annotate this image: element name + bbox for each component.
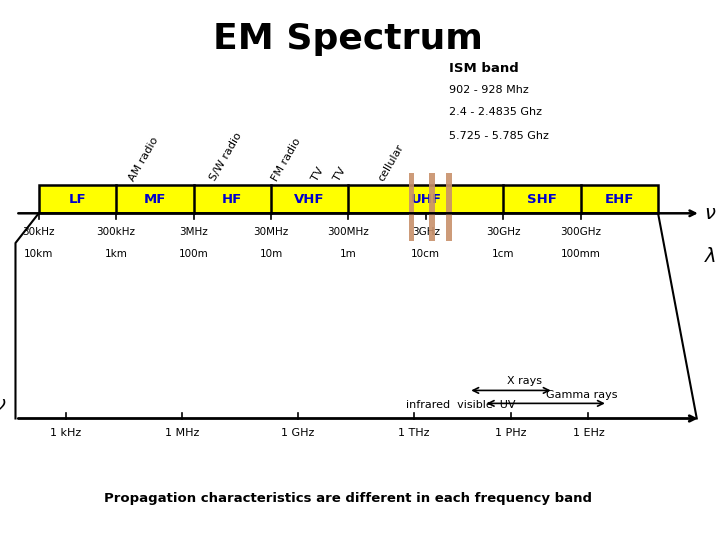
Text: ISM band: ISM band — [449, 62, 519, 75]
Text: Gamma rays: Gamma rays — [546, 389, 617, 400]
Text: 1 PHz: 1 PHz — [495, 428, 527, 438]
Text: SHF: SHF — [527, 193, 557, 206]
Text: 300GHz: 300GHz — [560, 227, 601, 237]
Bar — [410, 173, 415, 241]
Text: 300kHz: 300kHz — [96, 227, 135, 237]
Text: 1m: 1m — [340, 249, 357, 260]
Text: 1 MHz: 1 MHz — [165, 428, 199, 438]
Text: MF: MF — [144, 193, 166, 206]
Text: EHF: EHF — [605, 193, 634, 206]
Text: infrared  visible  UV: infrared visible UV — [407, 400, 516, 410]
Text: AM radio: AM radio — [127, 135, 160, 183]
Text: λ: λ — [704, 247, 716, 266]
Text: 300MHz: 300MHz — [328, 227, 369, 237]
Text: 1 GHz: 1 GHz — [282, 428, 315, 438]
Text: S/W radio: S/W radio — [208, 131, 243, 183]
Text: FM radio: FM radio — [270, 136, 302, 183]
Bar — [39, 185, 658, 213]
Bar — [446, 173, 452, 241]
Text: Propagation characteristics are different in each frequency band: Propagation characteristics are differen… — [104, 492, 593, 505]
Text: 2.4 - 2.4835 Ghz: 2.4 - 2.4835 Ghz — [449, 107, 542, 118]
Text: 3GHz: 3GHz — [412, 227, 440, 237]
Text: 1 kHz: 1 kHz — [50, 428, 81, 438]
Text: 1km: 1km — [104, 249, 127, 260]
Text: 10m: 10m — [259, 249, 282, 260]
Text: 1cm: 1cm — [492, 249, 515, 260]
Text: ν: ν — [704, 204, 716, 223]
Text: 3MHz: 3MHz — [179, 227, 208, 237]
Text: EM Spectrum: EM Spectrum — [213, 22, 483, 56]
Text: TV: TV — [310, 165, 326, 183]
Text: cellular: cellular — [377, 142, 406, 183]
Text: 100mm: 100mm — [561, 249, 600, 260]
Text: 902 - 928 Mhz: 902 - 928 Mhz — [449, 85, 528, 95]
Text: 30MHz: 30MHz — [253, 227, 289, 237]
Text: VHF: VHF — [294, 193, 325, 206]
Text: 30kHz: 30kHz — [22, 227, 55, 237]
Text: 1 THz: 1 THz — [398, 428, 430, 438]
Text: TV: TV — [332, 165, 348, 183]
Text: 1 EHz: 1 EHz — [572, 428, 604, 438]
Text: 10km: 10km — [24, 249, 53, 260]
Text: ν: ν — [0, 395, 6, 415]
Bar — [430, 173, 434, 241]
Text: X rays: X rays — [507, 376, 542, 386]
Text: 10cm: 10cm — [411, 249, 441, 260]
Text: LF: LF — [68, 193, 86, 206]
Text: 5.725 - 5.785 Ghz: 5.725 - 5.785 Ghz — [449, 131, 549, 141]
Text: UHF: UHF — [410, 193, 441, 206]
Text: HF: HF — [222, 193, 243, 206]
Text: 30GHz: 30GHz — [486, 227, 521, 237]
Text: 100m: 100m — [179, 249, 208, 260]
